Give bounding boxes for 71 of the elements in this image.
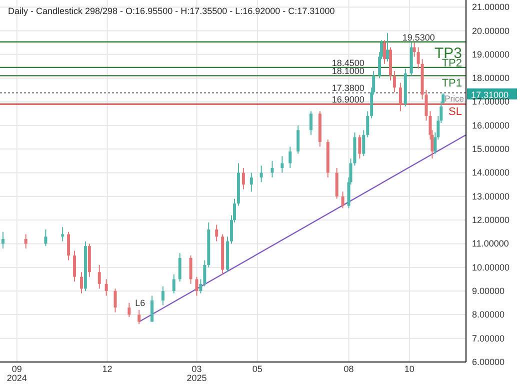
candlestick	[114, 288, 117, 313]
candlestick	[195, 276, 198, 296]
candlestick	[138, 309, 141, 325]
candlestick	[203, 260, 206, 287]
candlestick	[67, 231, 70, 261]
annotation: 16.9000	[332, 94, 364, 105]
x-tick-label: 12	[102, 364, 112, 374]
x-tick-label: 03 2025	[186, 364, 207, 383]
ref-line-label: SL	[448, 106, 462, 118]
candlestick	[412, 42, 416, 58]
y-tick-label: 11.00000	[472, 238, 509, 249]
y-tick-label: 10.00000	[472, 262, 510, 272]
candlestick	[310, 110, 312, 136]
y-tick-label: 9.00000	[472, 286, 505, 296]
y-tick-label: 8.00000	[472, 310, 505, 320]
ref-line-label: TP1	[442, 78, 462, 90]
candlestick	[386, 32, 390, 62]
candlestick	[416, 46, 420, 70]
x-tick-label: 08	[344, 364, 354, 374]
candlestick	[242, 167, 245, 190]
candlestick	[362, 130, 366, 157]
candlestick	[366, 110, 370, 138]
x-tick-label: 05	[252, 364, 262, 374]
candlestick	[161, 286, 164, 306]
annotation: 18.4500	[332, 58, 364, 68]
candlestick	[296, 124, 300, 154]
y-tick-label: 14.00000	[472, 168, 510, 178]
candlestick	[178, 252, 182, 282]
candlestick	[61, 226, 64, 242]
candlestick	[1, 231, 4, 249]
annotation: 19.5300	[402, 32, 435, 42]
candlestick	[199, 278, 202, 294]
candlestick	[398, 82, 402, 112]
candlestick	[104, 278, 108, 296]
x-tick-label: 10	[404, 364, 414, 374]
candlestick	[73, 250, 76, 282]
x-tick-label: 09 2024	[6, 364, 27, 383]
candlestick	[341, 191, 344, 209]
y-tick-label: 7.00000	[472, 333, 505, 344]
ref-line-label: Price	[444, 94, 464, 104]
y-tick-label: 13.00000	[472, 191, 510, 202]
candlestick	[150, 295, 154, 322]
candlestick	[288, 146, 292, 168]
candlestick	[335, 167, 338, 200]
candlestick	[44, 229, 48, 247]
candlestick	[215, 224, 218, 242]
candlestick	[189, 255, 192, 284]
text: Daily - Candlestick 298/298 - O:16.95500 - H:17.35500 - L:16.92000 - C:17.31000	[8, 6, 335, 16]
candlestick	[392, 70, 396, 93]
y-tick-label: 20.00000	[472, 26, 510, 36]
candlestick	[98, 264, 101, 290]
y-tick-label: 16.00000	[472, 120, 510, 130]
candlestick	[383, 40, 386, 64]
y-tick-label: 15.00000	[472, 144, 510, 154]
y-tick-label: 6.00000	[472, 357, 505, 367]
candlestick	[24, 234, 28, 249]
candlestick	[270, 160, 274, 178]
candlestick	[128, 302, 131, 318]
candlestick	[80, 272, 83, 294]
candlestick	[280, 156, 284, 174]
candlestick	[250, 172, 253, 192]
candlestick	[172, 274, 176, 294]
annotation: L6	[135, 298, 146, 308]
candlestick	[358, 134, 362, 160]
y-tick-label: 12.00000	[472, 215, 510, 226]
annotation: 17.3800	[332, 83, 364, 94]
y-tick-label: 19.00000	[472, 49, 510, 60]
y-tick-label: 18.00000	[472, 73, 510, 84]
candlestick	[260, 165, 263, 183]
annotation: 18.1000	[332, 66, 364, 76]
y-tick-label: 21.00000	[472, 2, 510, 12]
